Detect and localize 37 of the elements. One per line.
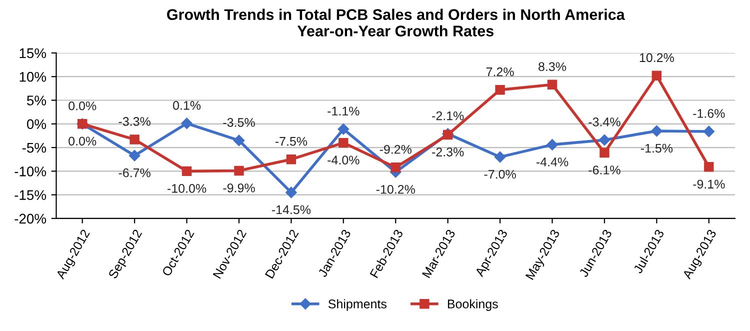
data-label: -3.4% [588, 118, 620, 126]
data-label: -1.6% [693, 109, 725, 118]
y-tick-label: -10% [14, 166, 46, 176]
y-tick-label: 10% [20, 72, 46, 82]
data-label: 7.2% [486, 67, 514, 76]
y-tick-label: 15% [20, 48, 46, 58]
data-label: -10.2% [376, 184, 415, 194]
y-tick-label: -20% [14, 214, 46, 224]
data-label: -1.5% [640, 144, 673, 153]
data-label: -2.3% [432, 148, 464, 156]
data-label: -9.2% [380, 144, 412, 154]
data-label: -10.0% [168, 184, 206, 193]
data-label: 0.0% [68, 101, 96, 110]
data-label: -6.1% [588, 166, 620, 174]
data-label: -9.1% [693, 180, 725, 189]
chart-title: Growth Trends in Total PCB Sales and Orders in North America Year-on-Year Growth Rates [167, 8, 625, 36]
data-label: -1.1% [328, 106, 360, 116]
y-tick-label: -5% [22, 142, 46, 153]
data-label: 0.1% [173, 100, 201, 110]
data-label: -4.4% [536, 158, 568, 166]
data-label: -7.0% [484, 170, 516, 179]
data-label: 0.0% [68, 136, 96, 146]
data-label: -7.5% [275, 136, 308, 146]
data-label: -4.0% [328, 156, 360, 164]
y-tick-label: 0% [26, 119, 46, 130]
y-tick-label: -15% [14, 190, 46, 200]
data-label: -3.5% [223, 118, 255, 127]
legend-label: Bookings [448, 299, 498, 311]
data-label: -14.5% [272, 205, 311, 214]
data-label: 10.2% [640, 53, 674, 62]
y-tick-label: 5% [27, 96, 46, 106]
data-label: -9.9% [223, 184, 255, 192]
data-label: -3.3% [118, 117, 150, 126]
legend-label: Shipments [328, 299, 386, 311]
data-label: -2.1% [432, 111, 464, 120]
data-label: -6.7% [118, 168, 150, 178]
data-label: 8.3% [538, 62, 566, 72]
